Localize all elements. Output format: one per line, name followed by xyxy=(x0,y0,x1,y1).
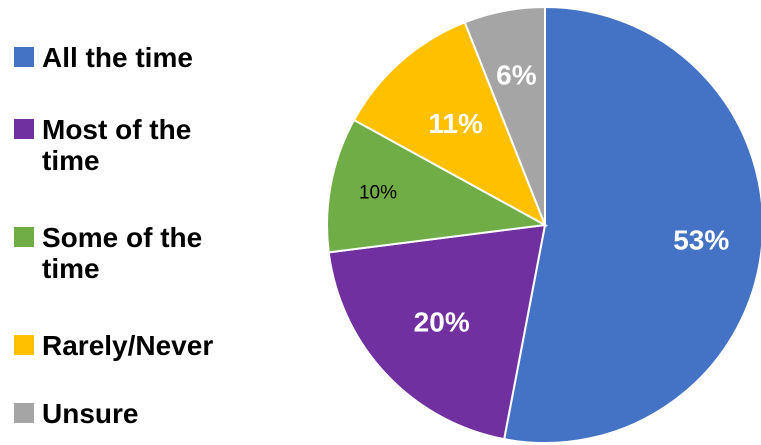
legend-label-most-of-the-time: Most of the time xyxy=(42,114,192,176)
legend-swatch-some-of-the-time xyxy=(14,227,34,247)
legend-swatch-rarely-never xyxy=(14,335,34,355)
data-label-all-the-time: 53% xyxy=(673,224,729,255)
data-label-most-of-the-time: 20% xyxy=(414,307,470,338)
legend-swatch-most-of-the-time xyxy=(14,119,34,139)
legend-swatch-unsure xyxy=(14,403,34,423)
pie-slice-some-of-the-time xyxy=(326,118,549,254)
legend: All the time Most of the time Some of th… xyxy=(14,0,314,445)
legend-swatch-all-the-time xyxy=(14,47,34,67)
legend-label-rarely-never: Rarely/Never xyxy=(42,330,214,361)
legend-label-some-of-the-time: Some of the time xyxy=(42,222,203,284)
pie-slice-rarely-never xyxy=(352,21,547,228)
pie-slice-most-of-the-time xyxy=(327,223,547,441)
legend-item-most-of-the-time: Most of the time xyxy=(14,114,242,176)
legend-item-rarely-never: Rarely/Never xyxy=(14,330,262,361)
data-label-some-of-the-time: 10% xyxy=(359,183,397,204)
legend-item-unsure: Unsure xyxy=(14,398,262,429)
pie-slice-all-the-time xyxy=(502,5,761,444)
legend-item-some-of-the-time: Some of the time xyxy=(14,222,242,284)
data-label-rarely-never: 11% xyxy=(428,108,483,139)
legend-item-all-the-time: All the time xyxy=(14,42,262,73)
legend-label-all-the-time: All the time xyxy=(42,42,193,73)
pie-slice-unsure xyxy=(463,5,546,226)
legend-label-unsure: Unsure xyxy=(42,398,139,429)
data-label-unsure: 6% xyxy=(496,60,537,91)
